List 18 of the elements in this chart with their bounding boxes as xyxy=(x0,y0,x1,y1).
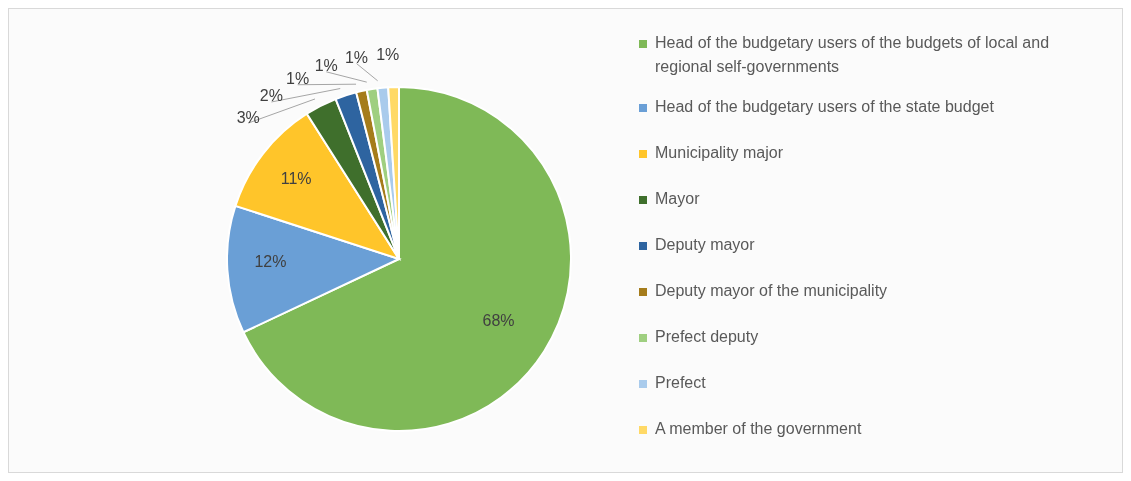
data-label: 12% xyxy=(254,253,287,271)
data-label: 1% xyxy=(286,70,310,88)
data-label: 68% xyxy=(482,311,515,329)
data-label: 11% xyxy=(280,169,312,187)
data-label: 2% xyxy=(259,87,283,105)
legend-label: Head of the budgetary users of the budgets of local and regional self-governments xyxy=(655,33,1051,77)
data-label: 3% xyxy=(236,108,260,126)
data-label: 1% xyxy=(344,49,369,67)
legend-label: Deputy mayor of the municipality xyxy=(655,281,888,301)
data-label: 1% xyxy=(376,45,400,63)
legend-label: Prefect xyxy=(655,373,706,393)
legend-label: A member of the government xyxy=(655,419,862,439)
legend-label: Head of the budgetary users of the state budget xyxy=(655,97,994,117)
legend-label: Mayor xyxy=(655,189,700,209)
legend-label: Deputy mayor xyxy=(655,235,755,255)
legend-label: Prefect deputy xyxy=(655,327,759,347)
data-label: 1% xyxy=(314,57,338,75)
legend-label: Municipality major xyxy=(655,143,784,163)
